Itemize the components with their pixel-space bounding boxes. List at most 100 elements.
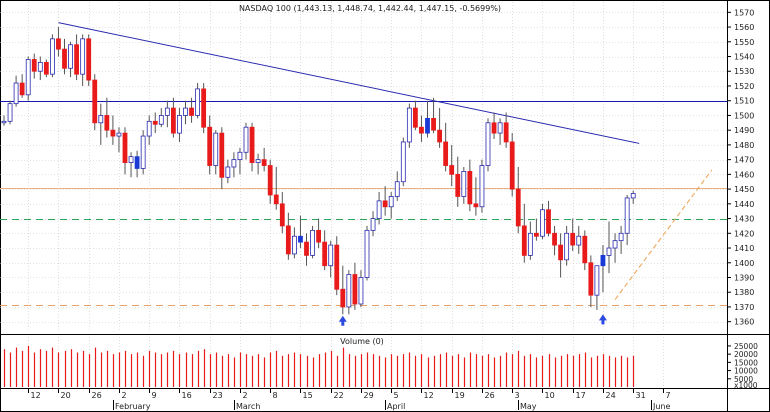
candle-body (437, 129, 443, 143)
candles (1, 27, 636, 315)
candle (564, 225, 570, 266)
price-tick-label: 1360 (734, 318, 754, 327)
candle-body (534, 232, 539, 237)
candle (146, 115, 152, 145)
candle (62, 38, 67, 75)
candle-body (600, 254, 606, 267)
candle (74, 34, 79, 81)
volume-bars (3, 345, 635, 387)
candle-body (558, 244, 563, 261)
candle (225, 159, 231, 184)
candle-body (443, 141, 449, 166)
candle-body (328, 244, 334, 267)
candle (50, 34, 55, 78)
candle-body (455, 173, 461, 197)
candle (19, 74, 25, 98)
candle-body (570, 232, 576, 246)
candle-body (56, 38, 61, 50)
candle (128, 152, 134, 178)
price-tick-label: 1540 (734, 53, 754, 62)
candle-body (564, 232, 570, 261)
candle-body (370, 218, 376, 231)
day-tick-label: 2 (122, 391, 127, 400)
candle (13, 75, 19, 107)
candle (249, 122, 255, 172)
candle (576, 225, 582, 254)
candle-body (618, 232, 624, 242)
price-tick-label: 1450 (734, 185, 754, 194)
candle (552, 225, 557, 256)
day-tick-label: 17 (576, 391, 586, 400)
day-tick-label: 7 (666, 391, 671, 400)
volume-tick-label: 10000 (734, 367, 758, 376)
candle (183, 100, 188, 125)
price-tick-label: 1370 (734, 303, 754, 312)
candle-body (503, 122, 509, 143)
candle-body (449, 165, 455, 175)
candle-body (104, 115, 110, 131)
candle (546, 200, 551, 237)
candle (388, 192, 394, 219)
candle-body (98, 115, 104, 124)
candle-body (588, 262, 594, 296)
candle-body (310, 229, 315, 256)
candle-body (400, 141, 406, 183)
candle-body (92, 79, 98, 124)
candle-body (461, 171, 467, 197)
candle-body (267, 165, 273, 196)
candle-body (291, 235, 297, 255)
candle (540, 203, 545, 240)
price-tick-label: 1550 (734, 38, 754, 47)
day-tick-label: 8 (273, 391, 278, 400)
candle-body (376, 200, 382, 219)
trend-line (58, 22, 640, 144)
price-tick-label: 1530 (734, 67, 754, 76)
candle-body (195, 88, 201, 116)
candle (534, 218, 539, 241)
candle (261, 147, 267, 172)
day-tick-label: 12 (424, 391, 434, 400)
candle (618, 225, 624, 254)
candle-body (146, 120, 152, 137)
price-tick-label: 1480 (734, 141, 754, 150)
candle-body (43, 62, 49, 75)
candle-body (249, 126, 255, 163)
candle (25, 56, 31, 101)
day-tick-label: 9 (152, 391, 157, 400)
volume-tick-label: 15000 (734, 358, 758, 367)
candle-body (425, 117, 430, 134)
candle-body (25, 59, 31, 96)
candle-body (285, 225, 291, 255)
candle (267, 159, 273, 204)
candle-body (110, 129, 116, 137)
candle-body (170, 107, 176, 134)
candle (152, 112, 158, 134)
candle (412, 100, 418, 131)
up-arrow-icon (598, 314, 607, 325)
candle-body (237, 151, 243, 161)
candle (431, 97, 436, 134)
candle-body (491, 122, 497, 134)
candle-body (62, 48, 67, 69)
volume-tick-label: 20000 (734, 350, 758, 359)
candle-body (219, 132, 225, 178)
candle-body (540, 209, 545, 237)
candle-body (177, 115, 182, 134)
candle (98, 103, 104, 145)
candle (207, 115, 213, 175)
up-arrow-icon (338, 315, 347, 326)
candle (213, 130, 219, 175)
price-tick-label: 1490 (734, 126, 754, 135)
price-tick-label: 1440 (734, 200, 754, 209)
candle (273, 167, 279, 210)
candle-body (279, 203, 285, 227)
day-tick-label: 22 (334, 391, 344, 400)
candle (558, 233, 563, 278)
candle-body (128, 156, 134, 163)
candle (122, 127, 128, 175)
candle-body (122, 132, 128, 163)
price-axis: 1360 1370 1380 1390 1400 1410 1420 1430 1440 1450… (727, 8, 754, 327)
candle-body (479, 165, 485, 208)
candle (509, 133, 515, 197)
